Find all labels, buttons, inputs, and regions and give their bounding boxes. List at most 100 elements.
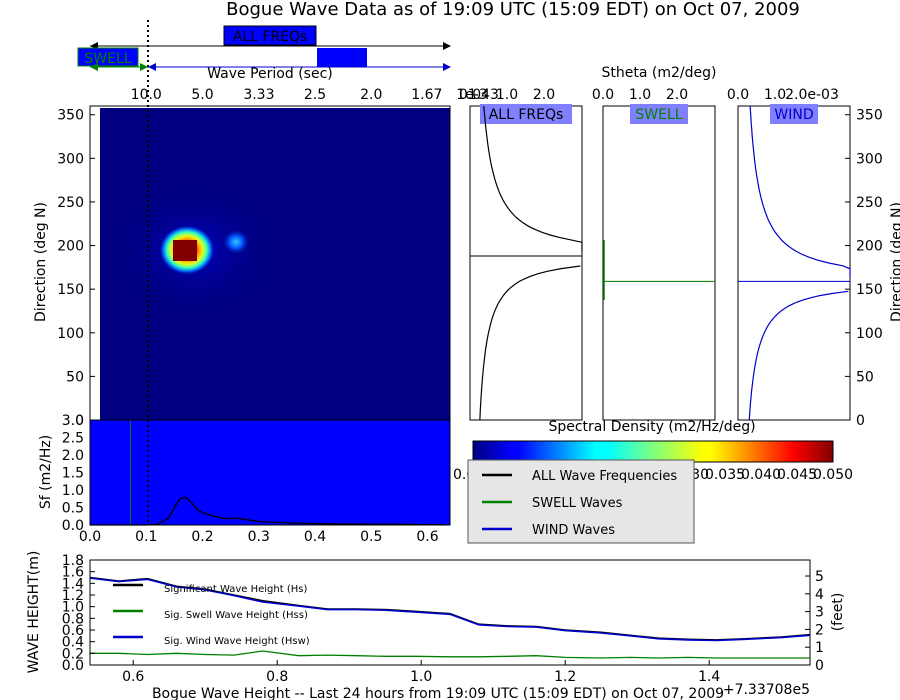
wave-height-xtick-label: 0.8 (266, 669, 288, 685)
sf-axis-label: Sf (m2/Hz) (38, 435, 54, 509)
spectra-legend-entry: ALL Wave Frequencies (532, 469, 677, 484)
stheta-tick-label: 0.0 (459, 87, 481, 103)
right-direction-tick-label: 250 (856, 195, 883, 211)
wave-period-tick-label: 5.0 (191, 87, 213, 103)
wave-height-series-line (90, 650, 810, 659)
swell-badge-label: SWELL (84, 51, 131, 67)
wave-height-legend: Significant Wave Height (Hs) Sig. Swell W… (113, 583, 310, 647)
wave-height-ytick-label: 1.2 (62, 588, 84, 604)
colorbar-tick-label: 0.035 (705, 467, 745, 483)
feet-ytick-label: 3 (815, 605, 824, 621)
sf-xtick-label: 0.1 (135, 529, 157, 545)
spectra-legend-entry: WIND Waves (532, 523, 615, 538)
wave-height-marks (89, 576, 811, 659)
stheta-panel-frame (737, 105, 851, 421)
sf-xtick-label: 0.4 (304, 529, 326, 545)
wave-height-legend-entry: Significant Wave Height (Hs) (164, 584, 307, 595)
colorbar-tick-label: 0.050 (813, 467, 853, 483)
feet-ytick-label: 2 (815, 622, 824, 638)
wave-period-tick-label: 2.5 (304, 87, 326, 103)
all-freqs-badge[interactable] (223, 25, 317, 46)
stheta-panel-badge (770, 104, 818, 124)
direction-tick-label: 200 (57, 239, 84, 255)
stheta-tick-label: 1.0 (496, 87, 518, 103)
stheta-axis-label: Stheta (m2/deg) (602, 65, 717, 81)
right-direction-axis-label: Direction (deg N) (889, 202, 900, 322)
wave-period-tick-label: 1.67 (411, 87, 442, 103)
swell-badge[interactable] (77, 47, 139, 67)
swell-band-left-arrow (90, 63, 98, 71)
wind-band-highlight (317, 48, 367, 67)
sf-xtick-label: 0.5 (360, 529, 382, 545)
right-direction-tick-label: 300 (856, 151, 883, 167)
colorbar-gradient (472, 440, 834, 463)
stheta-tick-label: 1.0 (629, 87, 651, 103)
right-direction-tick-label: 150 (856, 282, 883, 298)
stheta-panel-frame (602, 105, 716, 421)
wave-height-ytick-label: 1.0 (62, 600, 84, 616)
direction-tick-label: 50 (66, 369, 84, 385)
right-direction-tick-label: 200 (856, 239, 883, 255)
direction-tick-label: 0 (75, 413, 84, 429)
right-direction-tick-label: 100 (856, 326, 883, 342)
sf-ytick-label: 1.5 (62, 466, 84, 482)
heatmap-secondary-peak (222, 229, 250, 255)
wind-band-right-arrow (443, 63, 451, 71)
sf-ytick-label: 1.0 (62, 483, 84, 499)
spectra-legend: ALL Wave Frequencies SWELL Waves WIND Wave… (467, 459, 695, 544)
spectrum-heatmap: Wave Period (sec) 10.0 5.0 3.33 2.5 2.0 1.67 1… (33, 66, 499, 429)
figure-title: Bogue Wave Data as of 19:09 UTC (15:09 E… (226, 0, 800, 20)
stheta-panel-frame (469, 105, 583, 421)
feet-ytick-label: 0 (815, 658, 824, 674)
colorbar-label: Spectral Density (m2/Hz/deg) (548, 419, 755, 435)
sf-ytick-label: 2.5 (62, 431, 84, 447)
heatmap-peak-core (173, 240, 197, 261)
wave-period-label: Wave Period (sec) (207, 66, 333, 82)
wave-height-legend-entry: Sig. Wind Wave Height (Hsw) (164, 636, 310, 647)
stheta-panel-badge (480, 104, 572, 124)
right-direction-tick-label: 50 (856, 369, 874, 385)
stheta-panel-badge (630, 104, 688, 124)
wave-height-ytick-label: 1.4 (62, 576, 84, 592)
right-direction-tick-label: 350 (856, 108, 883, 124)
stheta-offset-label: 1e-3 (456, 87, 487, 103)
sf-frame (89, 419, 451, 526)
stheta-tick-label: 0.0 (592, 87, 614, 103)
colorbar-tick-label: 0.045 (777, 467, 817, 483)
wave-height-xtick-label: 1.2 (554, 669, 576, 685)
wave-height-series-line (89, 577, 811, 642)
wave-height-xtick-label: 0.6 (122, 669, 144, 685)
sf-xtick-label: 0.6 (416, 529, 438, 545)
sf-xtick-label: 0.0 (79, 529, 101, 545)
stheta-upper-curve (749, 105, 851, 278)
x-offset-label: +7.33708e5 (723, 682, 810, 698)
sf-ytick-label: 3.0 (62, 413, 84, 429)
wave-period-tick-label: 1.43 (468, 87, 499, 103)
stheta-tick-label: 2.0 (666, 87, 688, 103)
direction-axis-label: Direction (deg N) (33, 202, 49, 322)
stheta-panel-badge-label: WIND (774, 107, 813, 123)
wave-period-tick-label: 10.0 (131, 87, 162, 103)
wave-height-ytick-label: 0.6 (62, 623, 84, 639)
wave-height-ytick-label: 0.8 (62, 611, 84, 627)
direction-tick-label: 350 (57, 108, 84, 124)
wind-band-left-arrow (148, 63, 156, 71)
feet-ytick-label: 4 (815, 587, 824, 603)
wave-period-ticks: 10.0 5.0 3.33 2.5 2.0 1.67 1.43 (131, 87, 499, 110)
wave-height-xtick-label: 1.4 (698, 669, 720, 685)
sf-xtick-label: 0.2 (191, 529, 213, 545)
band-selector: ALL FREQs SWELL (77, 25, 451, 71)
wave-height-legend-entry: Sig. Swell Wave Height (Hss) (164, 610, 308, 621)
wave-period-tick-label: 2.0 (360, 87, 382, 103)
stheta-tick-label: 2.0e-03 (785, 87, 839, 103)
spectra-legend-entry: SWELL Waves (532, 496, 623, 511)
feet-axis-label: (feet) (830, 593, 846, 632)
stheta-panel-badge-label: SWELL (635, 107, 682, 123)
stheta-lower-curve (748, 290, 849, 421)
wave-period-tick-label: 3.33 (243, 87, 274, 103)
direction-tick-label: 300 (57, 151, 84, 167)
right-direction-tick-label: 0 (856, 413, 865, 429)
